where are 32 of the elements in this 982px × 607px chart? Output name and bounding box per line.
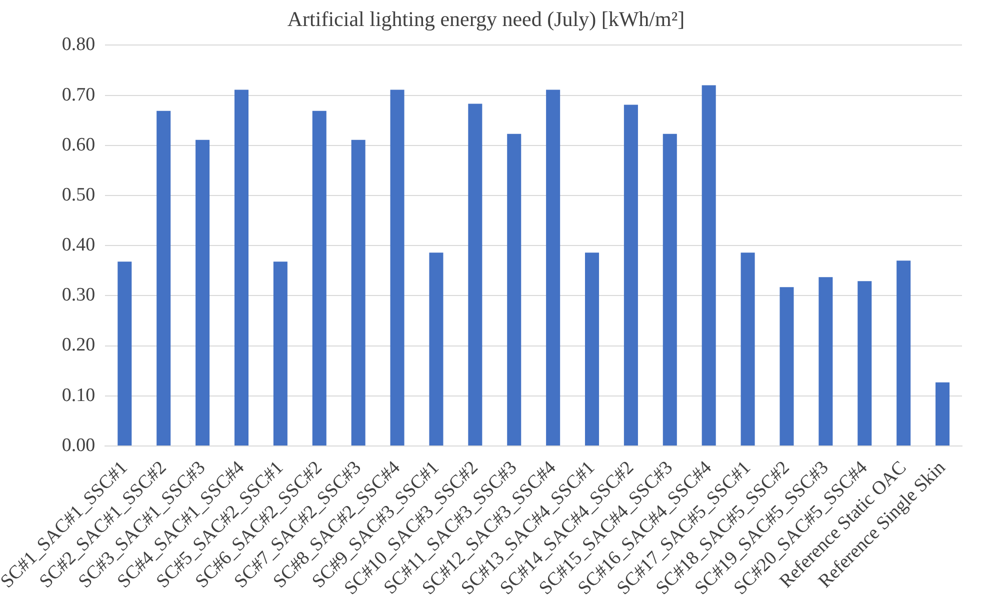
bar bbox=[196, 140, 210, 446]
y-tick-label: 0.40 bbox=[62, 234, 96, 256]
y-tick-label: 0.70 bbox=[62, 84, 96, 106]
bar bbox=[546, 90, 560, 446]
y-tick-label: 0.80 bbox=[62, 34, 96, 56]
bar bbox=[156, 110, 171, 446]
bar bbox=[429, 252, 444, 446]
bar bbox=[118, 262, 132, 446]
bar bbox=[390, 90, 404, 446]
y-tick-label: 0.10 bbox=[62, 384, 96, 406]
bar bbox=[896, 260, 911, 446]
bar bbox=[507, 134, 522, 446]
y-tick-label: 0.00 bbox=[62, 434, 96, 456]
bar bbox=[234, 90, 248, 446]
bar bbox=[273, 262, 288, 446]
bar bbox=[780, 287, 794, 446]
y-tick-label: 0.30 bbox=[62, 284, 96, 306]
bar bbox=[468, 104, 482, 446]
bar bbox=[936, 382, 950, 446]
y-tick-label: 0.50 bbox=[62, 184, 96, 206]
y-tick-label: 0.60 bbox=[62, 134, 96, 156]
y-tick-label: 0.20 bbox=[62, 334, 96, 356]
chart-title: Artificial lighting energy need (July) [kWh/m²] bbox=[287, 7, 685, 32]
bar bbox=[351, 140, 366, 446]
bar bbox=[662, 134, 677, 446]
bar bbox=[585, 252, 600, 446]
bar bbox=[818, 277, 833, 446]
bar bbox=[624, 104, 638, 446]
bar bbox=[740, 252, 755, 446]
bar bbox=[312, 110, 326, 446]
bar bbox=[702, 85, 716, 446]
bar bbox=[858, 281, 872, 446]
